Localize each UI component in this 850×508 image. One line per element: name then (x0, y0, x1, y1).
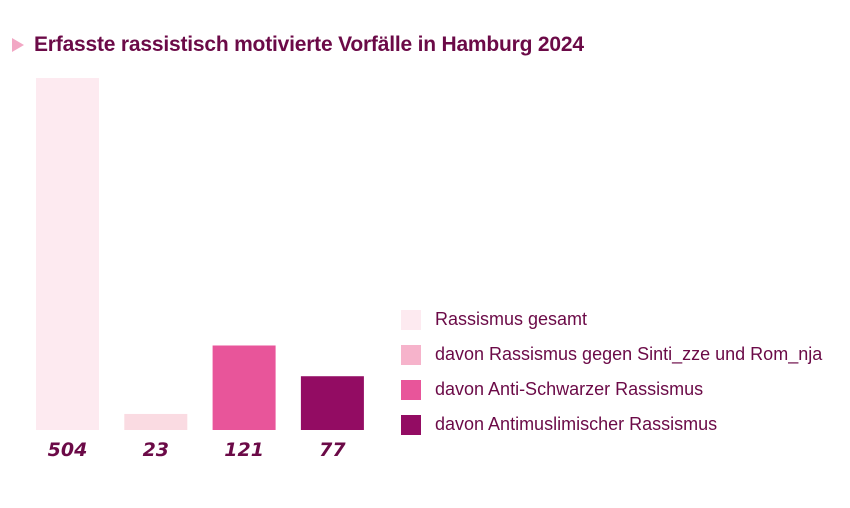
bar-2 (124, 413, 188, 430)
legend-label: davon Rassismus gegen Sinti_zze und Rom_… (435, 344, 823, 364)
chart-title: Erfasste rassistisch motivierte Vorfälle… (34, 33, 584, 56)
triangle-bullet-icon (12, 38, 24, 52)
legend-label: davon Antimuslimischer Rassismus (435, 414, 718, 434)
legend-swatch (401, 344, 421, 365)
legend-label: Rassismus gesamt (435, 309, 588, 329)
bar-3 (212, 345, 276, 430)
legend-item: davon Anti-Schwarzer Rassismus (401, 372, 822, 407)
legend-item: davon Antimuslimischer Rassismus (401, 407, 822, 442)
legend-swatch (401, 414, 421, 435)
legend-swatch (401, 309, 421, 330)
legend-item: Rassismus gesamt (401, 302, 822, 337)
legend-swatch (401, 379, 421, 400)
value-label: 121 (224, 439, 264, 461)
value-label: 23 (143, 439, 169, 461)
legend-item: davon Rassismus gegen Sinti_zze und Rom_… (401, 337, 822, 372)
value-label: 504 (48, 439, 88, 461)
title-block: Erfasste rassistisch motivierte Vorfälle… (12, 33, 584, 57)
bar-1 (36, 78, 99, 430)
legend: Rassismus gesamt davon Rassismus gegen Si… (401, 302, 822, 442)
bar-4 (300, 376, 364, 430)
value-label: 77 (319, 439, 346, 461)
legend-label: davon Anti-Schwarzer Rassismus (435, 379, 704, 399)
